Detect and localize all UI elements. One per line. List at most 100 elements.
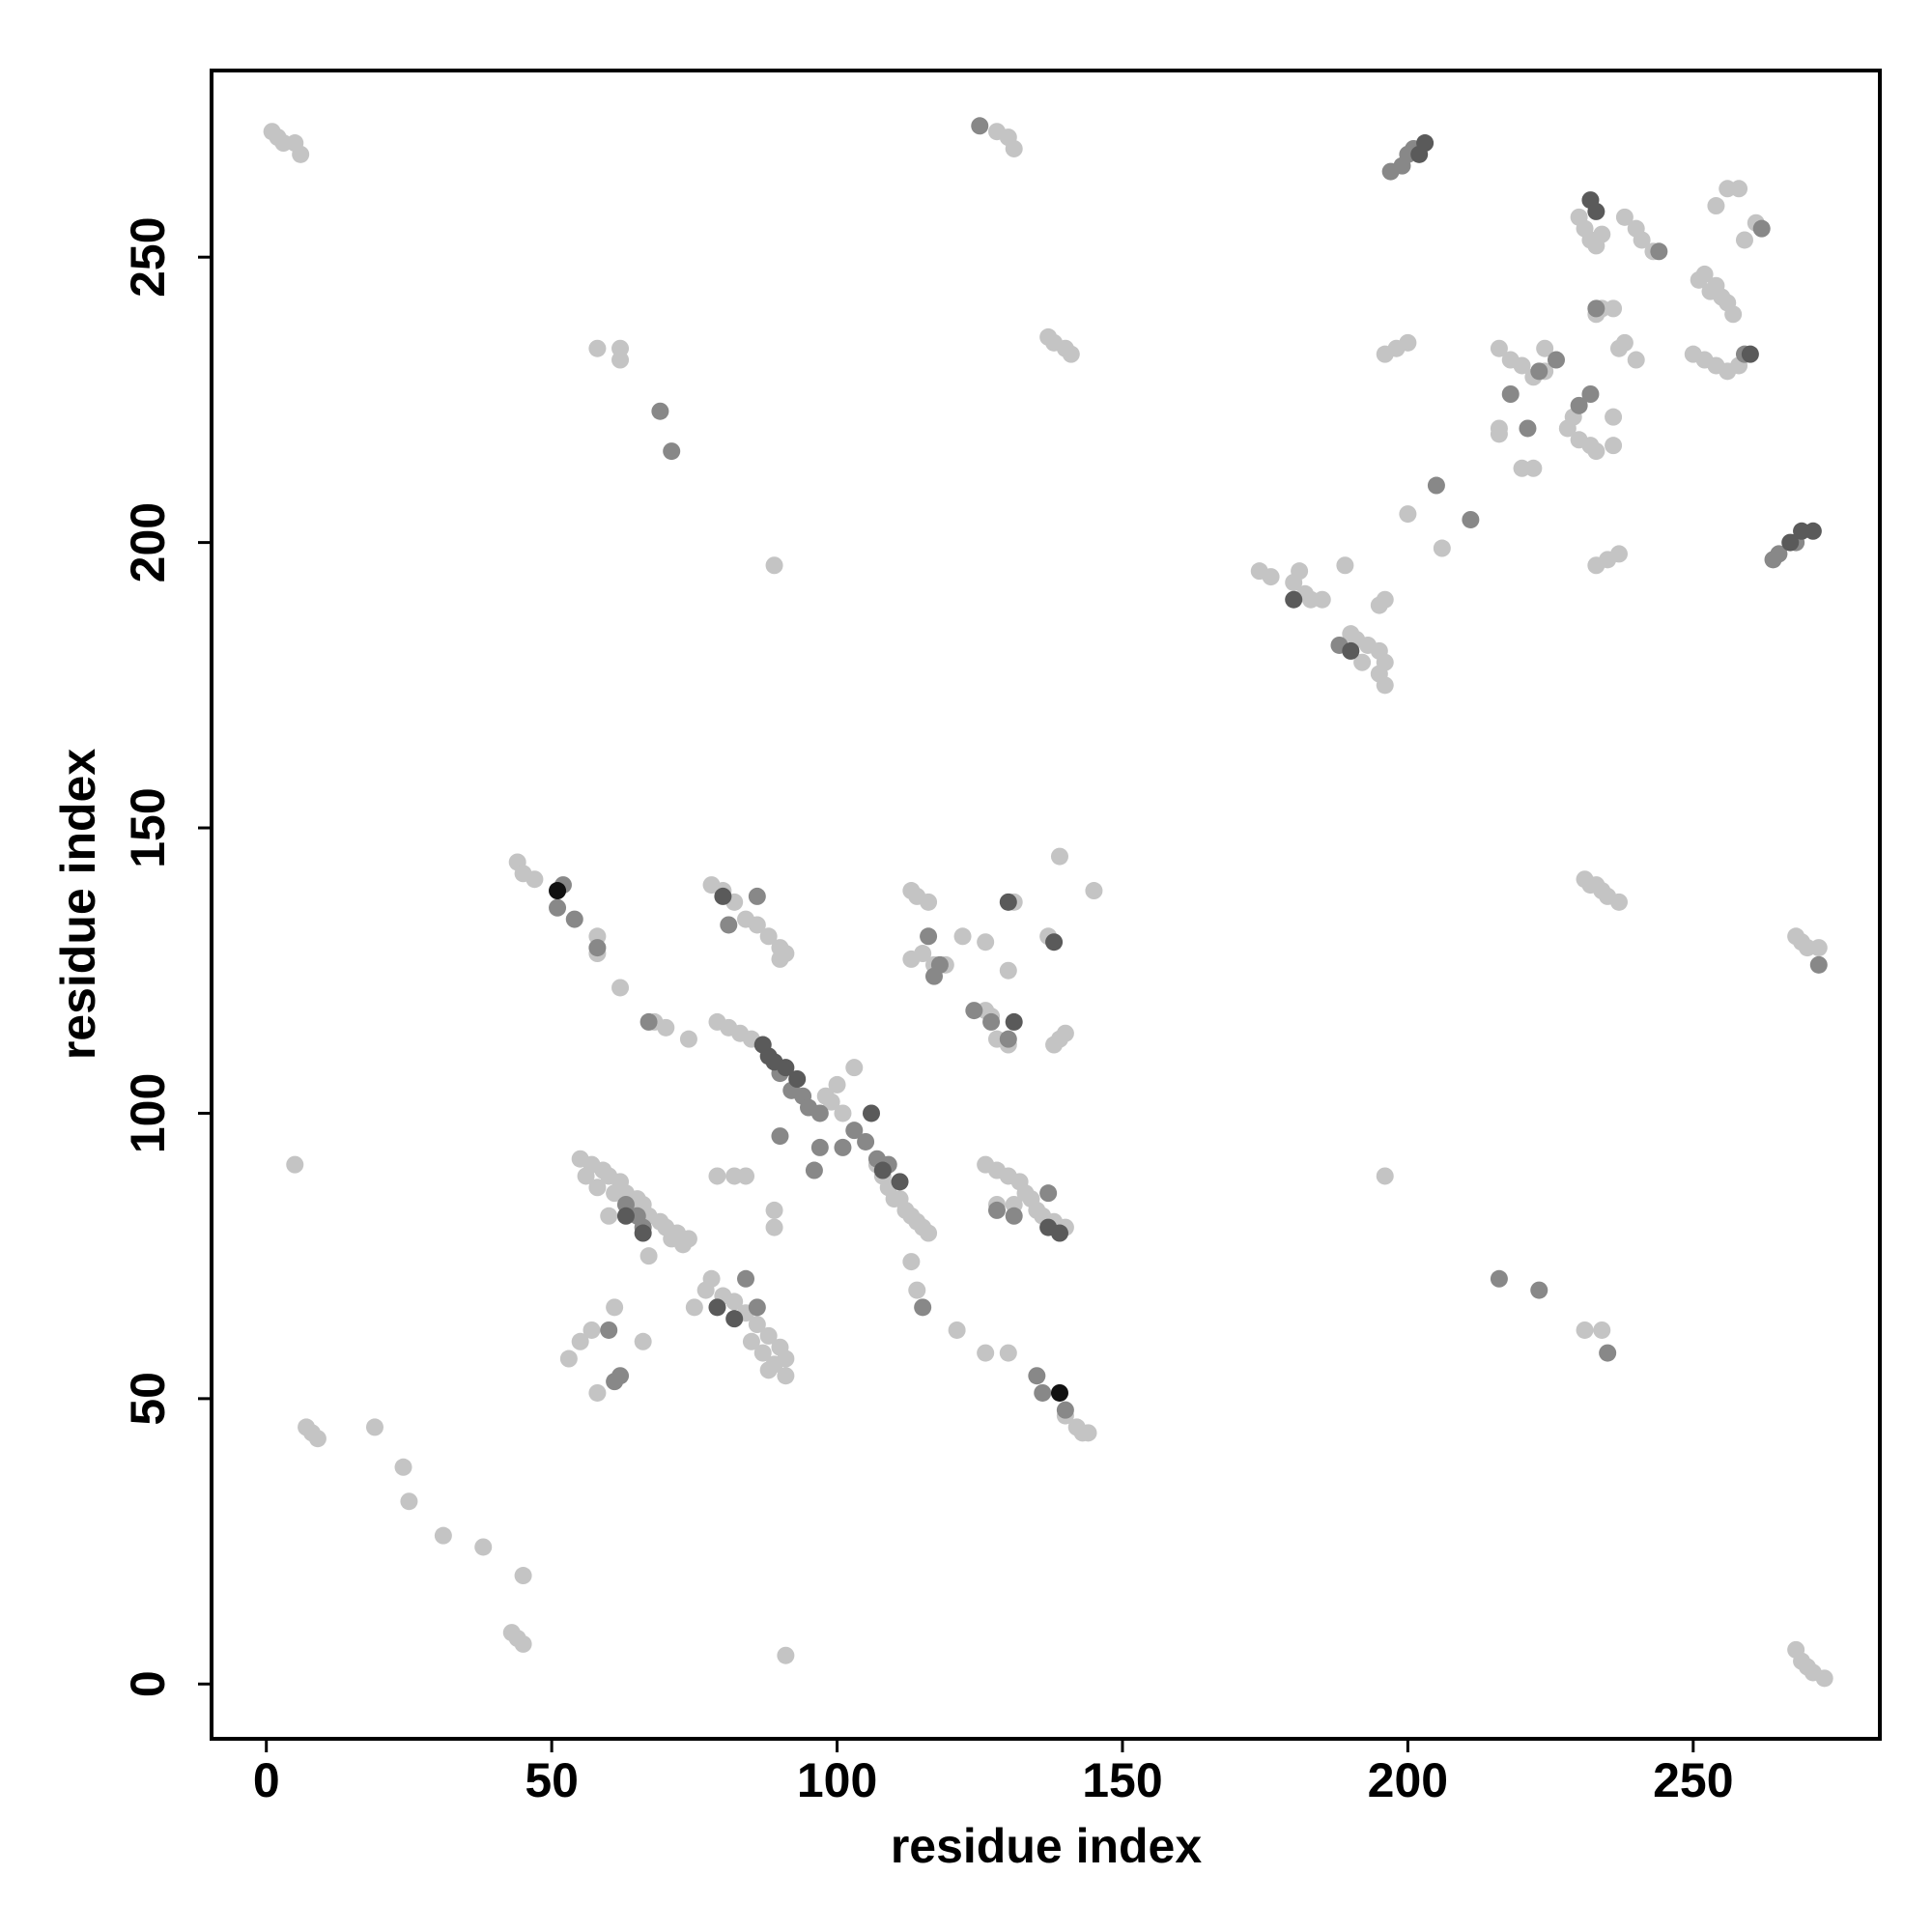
point (616, 1207, 635, 1225)
point (788, 1069, 807, 1088)
point (1633, 231, 1651, 249)
y-tick-label: 150 (121, 787, 175, 867)
point (863, 1104, 881, 1122)
point (1570, 396, 1588, 414)
point (1587, 442, 1605, 461)
point (549, 882, 567, 900)
point (685, 1298, 703, 1317)
point (759, 927, 778, 946)
point (308, 1430, 327, 1448)
point (674, 1236, 693, 1254)
point (1752, 219, 1771, 238)
point (634, 1224, 652, 1242)
y-tick-label: 50 (121, 1372, 175, 1426)
point (920, 1224, 938, 1242)
point (720, 916, 738, 934)
point (1399, 505, 1417, 524)
point (1062, 345, 1080, 363)
point (1581, 385, 1600, 404)
point (708, 1298, 726, 1317)
point (1587, 202, 1605, 220)
point (1085, 882, 1103, 900)
point (1336, 556, 1354, 575)
point (748, 1316, 766, 1334)
point (759, 1047, 778, 1065)
point (977, 933, 995, 952)
point (611, 351, 630, 369)
point (582, 1321, 601, 1339)
x-tick-label: 150 (1082, 1753, 1162, 1807)
point (634, 1332, 652, 1350)
point (1501, 385, 1520, 404)
point (948, 1321, 966, 1339)
point (965, 1002, 983, 1020)
point (606, 1184, 624, 1203)
point (657, 1018, 675, 1037)
point (1587, 299, 1605, 318)
point (1576, 1321, 1594, 1339)
point (1399, 333, 1417, 352)
point (1615, 208, 1634, 226)
point (810, 1138, 829, 1156)
point (873, 1161, 892, 1179)
point (1056, 1024, 1074, 1042)
point (953, 927, 972, 946)
point (1809, 939, 1828, 957)
point (920, 893, 938, 911)
x-tick-label: 250 (1653, 1753, 1733, 1807)
point (286, 1155, 304, 1174)
point (565, 910, 583, 928)
point (577, 1167, 595, 1185)
point (834, 1104, 852, 1122)
point (999, 1030, 1017, 1048)
point (559, 1350, 578, 1368)
point (999, 961, 1017, 980)
x-axis-label: residue index (891, 1819, 1203, 1873)
point (549, 898, 567, 917)
point (639, 1012, 658, 1031)
point (1079, 1424, 1097, 1442)
point (816, 1087, 835, 1105)
point (999, 1344, 1017, 1362)
point (514, 1567, 532, 1585)
point (1804, 522, 1822, 540)
point (765, 1218, 783, 1236)
x-tick-label: 0 (253, 1753, 280, 1807)
point (987, 1201, 1006, 1219)
point (1815, 1669, 1833, 1688)
point (742, 1332, 760, 1350)
point (1695, 265, 1714, 283)
y-tick-label: 0 (121, 1670, 175, 1697)
point (805, 1161, 823, 1179)
point (1609, 339, 1628, 357)
point (914, 1298, 932, 1317)
point (977, 1344, 995, 1362)
x-tick-label: 200 (1368, 1753, 1448, 1807)
point (1039, 1184, 1058, 1203)
point (759, 1326, 778, 1345)
point (1376, 676, 1394, 695)
point (606, 1373, 624, 1391)
point (714, 887, 732, 905)
point (1045, 1036, 1064, 1054)
point (982, 1012, 1001, 1031)
point (1490, 1269, 1508, 1288)
point (1530, 1281, 1548, 1299)
point (748, 916, 766, 934)
point (1530, 362, 1548, 381)
point (1056, 1401, 1074, 1419)
point (765, 556, 783, 575)
point (1809, 955, 1828, 974)
point (1593, 225, 1611, 243)
point (600, 1321, 618, 1339)
point (1285, 590, 1303, 609)
point (1490, 339, 1508, 357)
y-axis-label: residue index (51, 749, 105, 1061)
point (1764, 551, 1782, 569)
point (920, 927, 938, 946)
point (1781, 533, 1800, 552)
point (930, 955, 949, 974)
point (1741, 345, 1759, 363)
